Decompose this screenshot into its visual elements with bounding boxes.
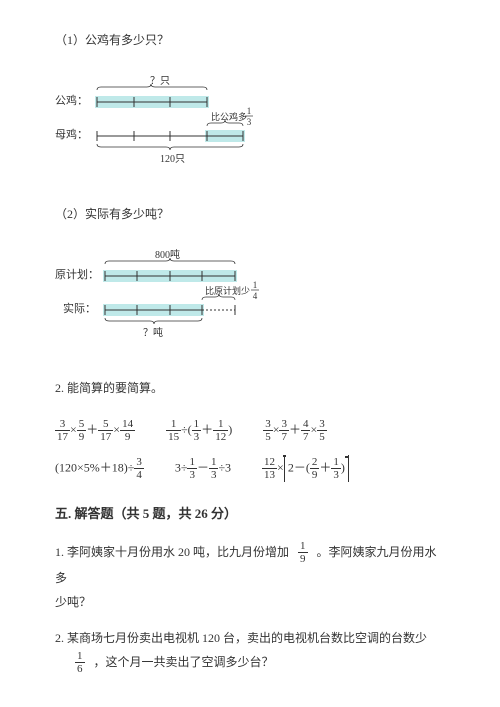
diagram-2: 800吨 原计划： 比原计划少 1 4 实际： ？吨 xyxy=(55,246,445,354)
calc-row-2: (120×5%＋18)÷34 3÷13－13÷3 1213×2－(29＋13) xyxy=(55,455,445,482)
svg-text:1: 1 xyxy=(247,106,252,116)
d2-side-label: 比原计划少 xyxy=(205,285,250,296)
expr-3: 35×37＋47×35 xyxy=(263,418,327,443)
expr-1: 317×59＋517×149 xyxy=(55,418,135,443)
d1-row2-label: 母鸡： xyxy=(55,127,88,141)
diagram-2-svg: 800吨 原计划： 比原计划少 1 4 实际： ？吨 xyxy=(55,246,285,346)
diagram-1-svg: ？只 公鸡： 比公鸡多 1 3 母鸡： 120只 xyxy=(55,72,285,172)
d2-row1-label: 原计划： xyxy=(55,268,99,281)
question-1-text: （1）公鸡有多少只？ xyxy=(55,30,445,52)
svg-text:1: 1 xyxy=(253,280,258,290)
diagram-1: ？只 公鸡： 比公鸡多 1 3 母鸡： 120只 xyxy=(55,72,445,180)
d2-row2-label: 实际： xyxy=(63,301,96,315)
d1-row1-label: 公鸡： xyxy=(55,93,88,107)
calc-title: 2. 能简算的要简算。 xyxy=(55,378,445,400)
expr-2: 115÷(13＋112) xyxy=(166,418,232,443)
d1-top-label: ？只 xyxy=(150,76,170,87)
d2-top-label: 800吨 xyxy=(155,248,180,261)
s5-q1: 1. 李阿姨家十月份用水 20 吨，比九月份增加 19 。李阿姨家九月份用水多 … xyxy=(55,540,445,614)
d1-bottom-label: 120只 xyxy=(160,154,185,165)
s5-q2: 2. 某商场七月份卖出电视机 120 台，卖出的电视机台数比空调的台数少 16 … xyxy=(55,626,445,676)
svg-text:3: 3 xyxy=(247,117,252,127)
expr-6: 1213×2－(29＋13) xyxy=(262,455,349,482)
calc-row-1: 317×59＋517×149 115÷(13＋112) 35×37＋47×35 xyxy=(55,418,445,443)
expr-4: (120×5%＋18)÷34 xyxy=(55,456,144,481)
d1-side-label: 比公鸡多 xyxy=(211,111,247,122)
expr-5: 3÷13－13÷3 xyxy=(175,456,231,481)
question-2-text: （2）实际有多少吨？ xyxy=(55,204,445,226)
section-5-title: 五. 解答题（共 5 题，共 26 分） xyxy=(55,502,445,525)
svg-text:4: 4 xyxy=(253,291,258,301)
d2-bottom-label: ？吨 xyxy=(143,326,163,339)
